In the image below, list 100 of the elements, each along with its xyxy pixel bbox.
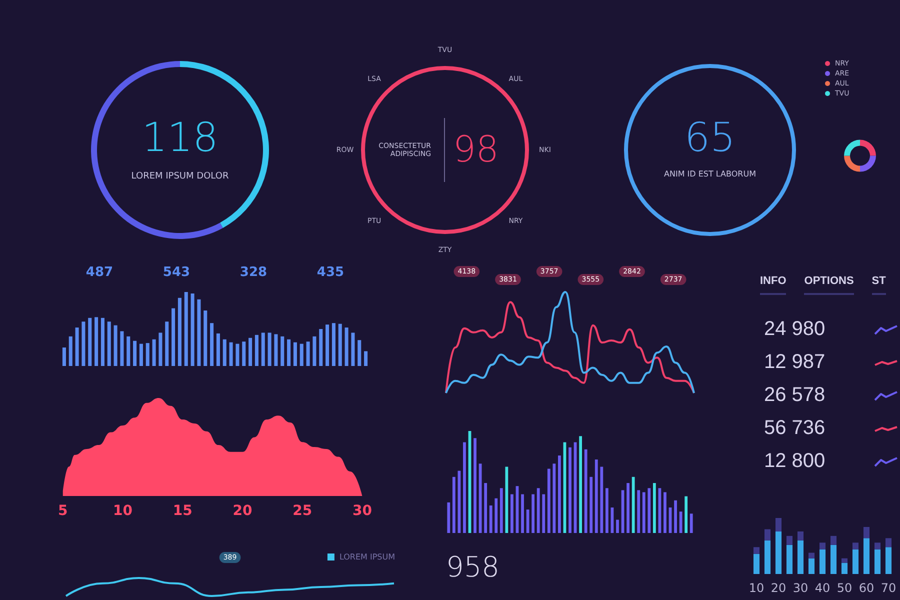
text: LOREM IPSUM DOLOR	[131, 172, 229, 182]
bar	[344, 328, 348, 366]
bar	[536, 488, 540, 533]
bar	[775, 531, 782, 574]
bar	[632, 476, 635, 533]
bar	[775, 518, 782, 532]
bar	[600, 466, 604, 533]
text: 328	[240, 265, 268, 280]
bar	[120, 331, 124, 366]
bar	[797, 531, 804, 540]
bar	[568, 447, 572, 533]
bar	[114, 325, 118, 366]
bar	[458, 470, 461, 533]
bar	[319, 329, 323, 366]
x-tick-label: 20	[770, 581, 786, 595]
text: 24 980	[764, 318, 826, 341]
bar	[852, 549, 859, 574]
bar	[133, 340, 137, 366]
text: 26 578	[764, 384, 826, 407]
bar	[100, 318, 104, 366]
bar	[332, 323, 336, 366]
bar	[152, 339, 156, 366]
bar	[107, 322, 111, 366]
bar	[626, 483, 630, 533]
text: 12 800	[764, 450, 826, 473]
x-tick-label: 25	[292, 503, 312, 519]
text: 435	[316, 265, 344, 280]
bar	[312, 336, 316, 366]
text: ST	[872, 275, 886, 295]
bar	[261, 332, 265, 366]
text: INFO	[760, 275, 786, 295]
bar	[364, 351, 368, 366]
bar	[679, 512, 682, 533]
bar	[547, 468, 550, 533]
bar	[204, 310, 208, 366]
bar	[351, 332, 355, 366]
bar	[274, 334, 278, 366]
bar	[764, 529, 771, 540]
bar	[885, 547, 892, 574]
bar	[874, 549, 881, 574]
bar	[165, 322, 169, 366]
x-tick-label: 30	[352, 503, 372, 519]
x-tick-label: 50	[836, 581, 852, 595]
bar	[172, 308, 176, 366]
x-tick-label: 5	[58, 503, 68, 519]
bar	[358, 340, 362, 366]
bar	[300, 344, 304, 366]
bar	[158, 332, 162, 366]
bar	[863, 538, 870, 574]
x-tick-label: 40	[814, 581, 830, 595]
bar	[222, 339, 226, 366]
bar	[229, 342, 233, 366]
bar	[254, 334, 258, 366]
text: 543	[162, 265, 190, 280]
bar	[786, 536, 793, 545]
bar	[552, 464, 556, 533]
bar	[797, 540, 804, 574]
bar	[674, 500, 677, 533]
text: 118	[142, 115, 218, 161]
bar	[197, 299, 201, 366]
bar	[178, 298, 182, 366]
bar	[75, 328, 79, 366]
bar	[146, 343, 150, 366]
text: 56 736	[764, 417, 826, 440]
bar	[287, 339, 291, 366]
bar	[808, 558, 815, 574]
bar	[494, 498, 498, 533]
bar	[94, 317, 98, 366]
text: 12 987	[764, 351, 826, 374]
bar	[542, 494, 546, 533]
bar	[852, 542, 859, 550]
bar	[642, 492, 646, 533]
bar	[648, 488, 651, 533]
bar	[82, 322, 86, 366]
bar	[338, 324, 342, 366]
bar	[819, 542, 826, 550]
bar	[690, 514, 693, 533]
bar	[819, 549, 826, 574]
x-tick-label: 70	[880, 581, 896, 595]
x-tick-label: 20	[232, 503, 253, 519]
bar	[293, 342, 297, 366]
legend-label: LOREM IPSUM	[339, 552, 396, 562]
bar	[830, 544, 837, 574]
bar	[558, 455, 561, 533]
bar	[808, 552, 815, 558]
bar	[474, 438, 476, 533]
bar	[210, 323, 214, 366]
bar	[248, 338, 252, 366]
bar	[489, 505, 492, 533]
bar	[584, 449, 588, 533]
bar	[242, 342, 246, 366]
bar	[139, 344, 143, 366]
bar	[830, 536, 837, 545]
bar	[190, 293, 194, 366]
bar	[786, 544, 793, 574]
bar	[652, 483, 656, 533]
bar	[605, 488, 608, 533]
bar	[521, 494, 524, 533]
bar	[532, 494, 535, 533]
bar	[590, 476, 593, 533]
